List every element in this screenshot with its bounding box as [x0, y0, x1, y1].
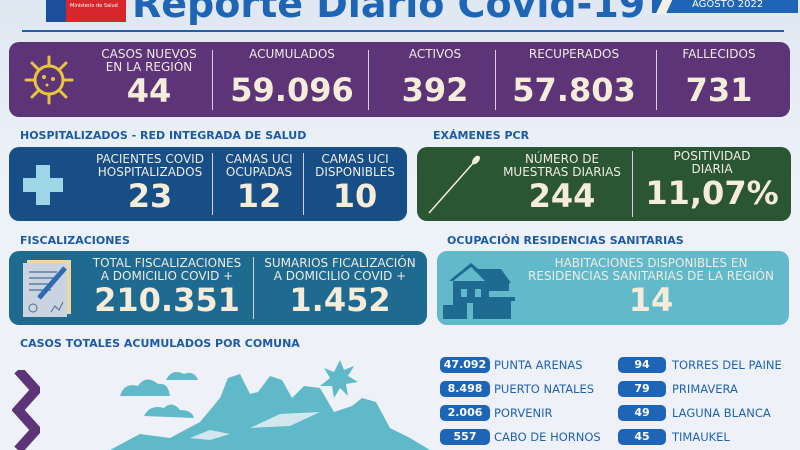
stat-habitaciones-disponibles: HABITACIONES DISPONIBLES EN RESIDENCIAS …	[517, 256, 785, 319]
comuna-name: TIMAUKEL	[672, 430, 730, 444]
date-badge: AGOSTO 2022	[652, 0, 798, 14]
stat-value: 14	[628, 281, 674, 319]
stat-recuperados: RECUPERADOS 57.803	[499, 47, 649, 109]
stat-label: DISPONIBLES	[315, 165, 395, 179]
stat-value: 1.452	[289, 281, 391, 319]
stat-sumarios-fiscalizacion: SUMARIOS FICALIZACIÓN A DOMICILIO COVID …	[259, 256, 421, 319]
date-slash-decoration	[655, 0, 675, 14]
comuna-value-pill: 49	[618, 405, 666, 421]
virus-icon	[24, 55, 74, 105]
residencias-panel: HABITACIONES DISPONIBLES EN RESIDENCIAS …	[437, 251, 789, 325]
comuna-value-pill: 557	[440, 429, 490, 445]
stat-value: 392	[401, 71, 469, 109]
stat-label: ACTIVOS	[408, 47, 462, 61]
stat-label: A DOMICILIO COVID +	[273, 269, 407, 283]
stat-value: 244	[528, 177, 596, 215]
stat-label: HOSPITALIZADOS	[97, 165, 203, 179]
stat-value: 731	[685, 71, 753, 109]
stat-label: POSITIVIDAD	[673, 149, 751, 163]
stat-total-fiscalizaciones: TOTAL FISCALIZACIONES A DOMICILIO COVID …	[87, 256, 247, 319]
section-title-comunas: CASOS TOTALES ACUMULADOS POR COMUNA	[20, 337, 300, 350]
stat-label: HABITACIONES DISPONIBLES EN	[554, 256, 748, 270]
section-title-pcr: EXÁMENES PCR	[433, 129, 530, 142]
stat-muestras-diarias: NÚMERO DE MUESTRAS DIARIAS 244	[497, 152, 627, 215]
stat-value: 59.096	[230, 71, 354, 109]
stat-pacientes-hospitalizados: PACIENTES COVID HOSPITALIZADOS 23	[85, 152, 215, 215]
divider	[632, 151, 633, 217]
summary-panel: CASOS NUEVOS EN LA REGIÓN 44 ACUMULADOS …	[9, 42, 790, 117]
comuna-value-pill: 79	[618, 381, 666, 397]
divider	[495, 50, 496, 110]
stat-camas-uci-disponibles: CAMAS UCI DISPONIBLES 10	[305, 152, 405, 215]
stat-label: CAMAS UCI	[225, 152, 293, 166]
medical-cross-icon	[23, 165, 63, 205]
stat-acumulados: ACUMULADOS 59.096	[217, 47, 367, 109]
mountains-illustration	[110, 360, 430, 450]
stat-label: A DOMICILIO COVID +	[100, 269, 234, 283]
stat-value: 210.351	[94, 281, 240, 319]
stat-value: 10	[332, 177, 378, 215]
stat-label: OCUPADAS	[225, 165, 293, 179]
house-icon	[443, 263, 515, 319]
section-title-residencias: OCUPACIÓN RESIDENCIAS SANITARIAS	[447, 234, 684, 247]
comuna-value-pill: 94	[618, 357, 666, 373]
comuna-name: CABO DE HORNOS	[494, 430, 601, 444]
divider	[368, 50, 369, 110]
ministry-name: Ministerio de Salud	[70, 3, 118, 9]
stat-fallecidos: FALLECIDOS 731	[659, 47, 779, 109]
date-text: AGOSTO 2022	[692, 0, 764, 10]
divider	[303, 153, 304, 215]
comuna-name: PUNTA ARENAS	[494, 358, 583, 372]
stat-label: NÚMERO DE	[524, 152, 600, 166]
stat-label: PACIENTES COVID	[96, 152, 204, 166]
comuna-value-pill: 45	[618, 429, 666, 445]
stat-label: FALLECIDOS	[682, 47, 756, 61]
fiscalizaciones-panel: TOTAL FISCALIZACIONES A DOMICILIO COVID …	[9, 251, 427, 325]
stat-activos: ACTIVOS 392	[371, 47, 499, 109]
section-title-hospital: HOSPITALIZADOS - RED INTEGRADA DE SALUD	[20, 129, 307, 142]
stat-value: 57.803	[512, 71, 636, 109]
pcr-panel: NÚMERO DE MUESTRAS DIARIAS 244 POSITIVID…	[417, 147, 791, 221]
stat-camas-uci-ocupadas: CAMAS UCI OCUPADAS 12	[215, 152, 303, 215]
swab-icon	[428, 155, 480, 214]
stat-value: 23	[127, 177, 173, 215]
stat-label: TOTAL FISCALIZACIONES	[92, 256, 242, 270]
divider	[253, 257, 254, 319]
comuna-value-pill: 2.006	[440, 405, 490, 421]
ministry-logo: Ministerio de Salud	[46, 0, 126, 22]
hospital-panel: PACIENTES COVID HOSPITALIZADOS 23 CAMAS …	[9, 147, 407, 221]
header-divider	[22, 30, 784, 32]
comuna-name: LAGUNA BLANCA	[672, 406, 771, 420]
stat-label: MUESTRAS DIARIAS	[503, 165, 621, 179]
stat-value: 44	[126, 72, 172, 110]
comuna-name: PUERTO NATALES	[494, 382, 595, 396]
flag-stripe	[46, 0, 66, 22]
document-pen-icon	[23, 260, 71, 317]
divider	[212, 50, 213, 110]
comuna-name: TORRES DEL PAINE	[672, 358, 782, 372]
stat-value: 11,07%	[645, 174, 779, 212]
comuna-name: PORVENIR	[494, 406, 553, 420]
comuna-value-pill: 8.498	[440, 381, 490, 397]
stat-positividad-diaria: POSITIVIDAD DIARIA 11,07%	[637, 149, 787, 212]
comuna-value-pill: 47.092	[440, 357, 490, 373]
stat-label: EN LA REGIÓN	[105, 60, 193, 74]
stat-label: CASOS NUEVOS	[101, 47, 197, 61]
stat-value: 12	[236, 177, 282, 215]
stat-label: RESIDENCIAS SANITARIAS DE LA REGIÓN	[528, 269, 774, 283]
section-title-fiscalizaciones: FISCALIZACIONES	[20, 234, 130, 247]
comuna-name: PRIMAVERA	[672, 382, 738, 396]
stat-label: ACUMULADOS	[249, 47, 335, 61]
page-title: Reporte Diario Covid-19	[132, 0, 646, 26]
stat-label: SUMARIOS FICALIZACIÓN	[264, 256, 416, 270]
stat-label: CAMAS UCI	[321, 152, 389, 166]
divider	[656, 50, 657, 110]
zigzag-decoration	[12, 370, 40, 450]
stat-label: DIARIA	[691, 162, 733, 176]
stat-label: RECUPERADOS	[528, 47, 620, 61]
divider	[212, 153, 213, 215]
stat-casos-nuevos: CASOS NUEVOS EN LA REGIÓN 44	[89, 47, 209, 110]
